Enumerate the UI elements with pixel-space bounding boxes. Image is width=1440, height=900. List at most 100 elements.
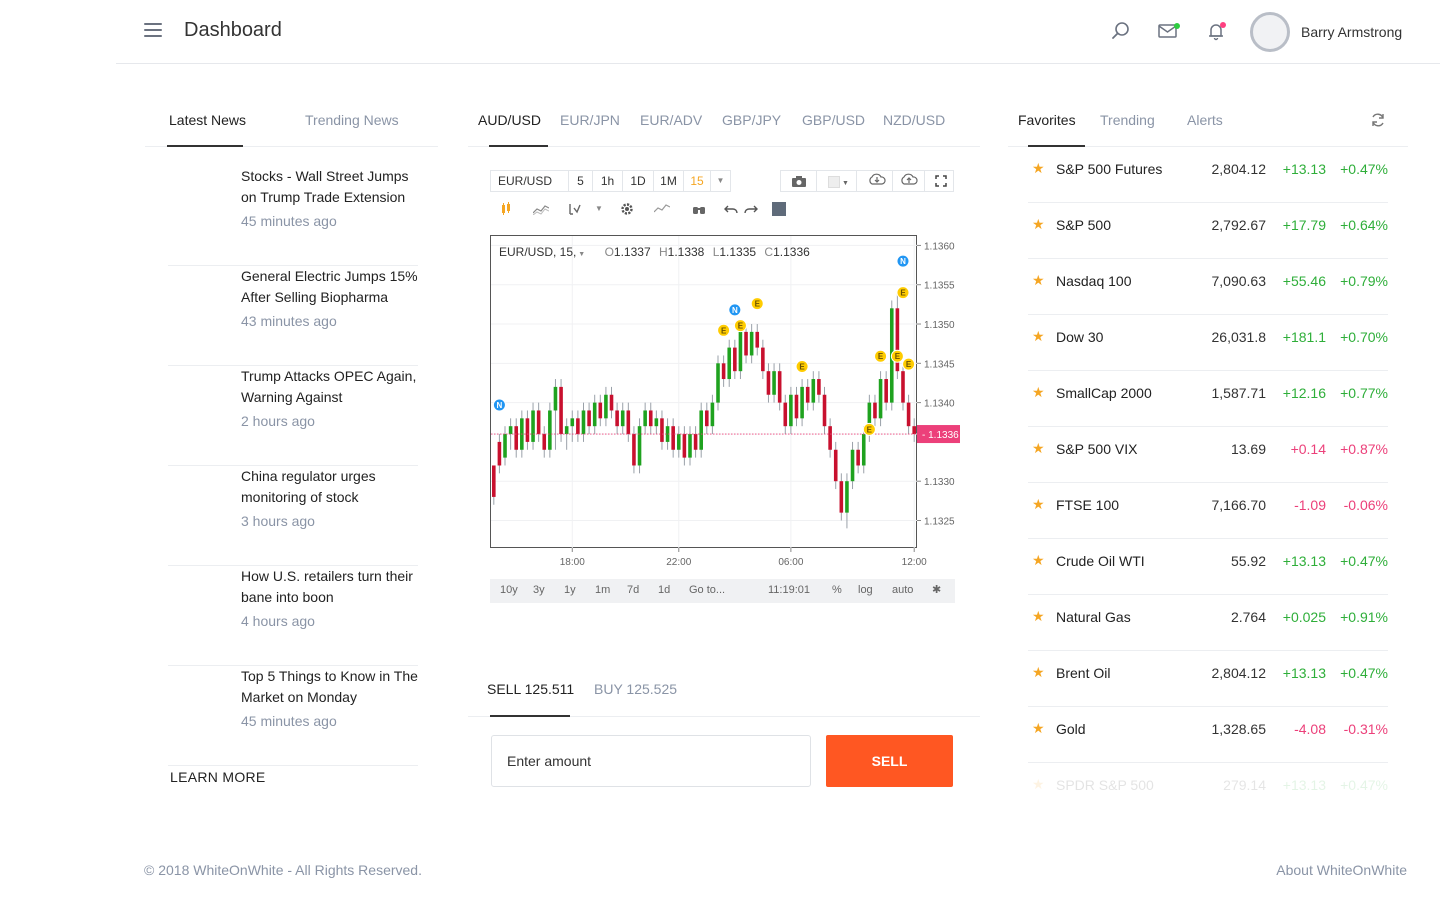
candles-style-icon[interactable] bbox=[495, 198, 517, 220]
color-picker-icon[interactable]: ▼ bbox=[821, 171, 857, 191]
star-icon[interactable]: ★ bbox=[1032, 608, 1045, 624]
star-icon[interactable]: ★ bbox=[1032, 664, 1045, 680]
news-title[interactable]: General Electric Jumps 15% After Selling… bbox=[241, 268, 418, 305]
range-1d[interactable]: 1d bbox=[658, 584, 671, 596]
interval-15[interactable]: 15 bbox=[684, 171, 711, 191]
news-item[interactable]: Top 5 Things to Know in The Market on Mo… bbox=[168, 666, 418, 766]
compare-icon[interactable] bbox=[651, 198, 673, 220]
indicators-dropdown-icon[interactable]: ▼ bbox=[595, 204, 603, 213]
tab-pair-gbp-jpy[interactable]: GBP/JPY bbox=[722, 112, 782, 128]
market-name[interactable]: Brent Oil bbox=[1056, 665, 1111, 681]
range-1y[interactable]: 1y bbox=[564, 584, 576, 596]
news-title[interactable]: Trump Attacks OPEC Again, Warning Agains… bbox=[241, 368, 417, 405]
log-toggle[interactable]: log bbox=[858, 584, 873, 596]
avatar[interactable] bbox=[1250, 12, 1290, 52]
market-name[interactable]: Dow 30 bbox=[1056, 329, 1104, 345]
star-icon[interactable]: ★ bbox=[1032, 272, 1045, 288]
market-name[interactable]: SPDR S&P 500 bbox=[1056, 777, 1154, 793]
star-icon[interactable]: ★ bbox=[1032, 496, 1045, 512]
news-item[interactable]: Trump Attacks OPEC Again, Warning Agains… bbox=[168, 366, 418, 466]
market-row[interactable]: ★ S&P 500 Futures 2,804.12 +13.13 +0.47% bbox=[1028, 147, 1388, 203]
range-3y[interactable]: 3y bbox=[533, 584, 545, 596]
market-name[interactable]: S&P 500 Futures bbox=[1056, 161, 1163, 177]
news-title[interactable]: Stocks - Wall Street Jumps on Trump Trad… bbox=[241, 168, 409, 205]
amount-input[interactable] bbox=[491, 735, 811, 787]
tab-trending[interactable]: Trending bbox=[1100, 112, 1155, 128]
interval-1d[interactable]: 1D bbox=[623, 171, 654, 191]
bell-icon[interactable] bbox=[1205, 20, 1227, 42]
star-icon[interactable]: ★ bbox=[1032, 720, 1045, 736]
auto-toggle[interactable]: auto bbox=[892, 584, 914, 596]
news-title[interactable]: How U.S. retailers turn their bane into … bbox=[241, 568, 413, 605]
price-chart[interactable]: - 1.1336 1.1360 1.1355 1.1350 1.1345 1.1340 1.… bbox=[490, 235, 960, 570]
market-name[interactable]: Natural Gas bbox=[1056, 609, 1131, 625]
star-icon[interactable]: ★ bbox=[1032, 384, 1045, 400]
tab-trending-news[interactable]: Trending News bbox=[305, 112, 399, 128]
tab-buy[interactable]: BUY 125.525 bbox=[594, 681, 678, 697]
market-row[interactable]: ★ SmallCap 2000 1,587.71 +12.16 +0.77% bbox=[1028, 371, 1388, 427]
tab-latest-news[interactable]: Latest News bbox=[169, 112, 247, 128]
square-icon[interactable] bbox=[768, 198, 790, 220]
market-row[interactable]: ★ Dow 30 26,031.8 +181.1 +0.70% bbox=[1028, 315, 1388, 371]
interval-1h[interactable]: 1h bbox=[593, 171, 623, 191]
tab-pair-eur-adv[interactable]: EUR/ADV bbox=[640, 112, 703, 128]
range-7d[interactable]: 7d bbox=[627, 584, 640, 596]
market-row[interactable]: ★ S&P 500 2,792.67 +17.79 +0.64% bbox=[1028, 203, 1388, 259]
chart-symbol[interactable]: EUR/USD bbox=[491, 171, 569, 191]
gear-icon[interactable] bbox=[616, 198, 638, 220]
cloud-upload-icon[interactable] bbox=[893, 171, 925, 191]
indicators-icon[interactable] bbox=[564, 198, 586, 220]
market-name[interactable]: SmallCap 2000 bbox=[1056, 385, 1152, 401]
redo-icon[interactable] bbox=[740, 198, 762, 220]
market-name[interactable]: Gold bbox=[1056, 721, 1086, 737]
market-row[interactable]: ★ Nasdaq 100 7,090.63 +55.46 +0.79% bbox=[1028, 259, 1388, 315]
news-item[interactable]: General Electric Jumps 15% After Selling… bbox=[168, 266, 418, 366]
legend-symbol[interactable]: EUR/USD, 15, bbox=[499, 245, 577, 259]
market-name[interactable]: Nasdaq 100 bbox=[1056, 273, 1132, 289]
star-icon[interactable]: ★ bbox=[1032, 440, 1045, 456]
market-row[interactable]: ★ SPDR S&P 500 279.14 +13.13 +0.47% bbox=[1028, 763, 1388, 819]
alert-bell-icon[interactable] bbox=[688, 198, 710, 220]
star-icon[interactable]: ★ bbox=[1032, 552, 1045, 568]
tab-pair-nzd-usd[interactable]: NZD/USD bbox=[883, 112, 946, 128]
cloud-download-icon[interactable] bbox=[861, 171, 893, 191]
user-name[interactable]: Barry Armstrong bbox=[1301, 24, 1403, 40]
refresh-icon[interactable] bbox=[1370, 112, 1388, 130]
camera-icon[interactable] bbox=[781, 171, 817, 191]
range-10y[interactable]: 10y bbox=[500, 584, 518, 596]
search-icon[interactable] bbox=[1110, 20, 1132, 42]
market-row[interactable]: ★ Brent Oil 2,804.12 +13.13 +0.47% bbox=[1028, 651, 1388, 707]
news-title[interactable]: Top 5 Things to Know in The Market on Mo… bbox=[241, 668, 418, 705]
market-row[interactable]: ★ S&P 500 VIX 13.69 +0.14 +0.87% bbox=[1028, 427, 1388, 483]
market-name[interactable]: FTSE 100 bbox=[1056, 497, 1120, 513]
percent-toggle[interactable]: % bbox=[832, 584, 842, 596]
market-row[interactable]: ★ Natural Gas 2.764 +0.025 +0.91% bbox=[1028, 595, 1388, 651]
star-icon[interactable]: ★ bbox=[1032, 160, 1045, 176]
market-row[interactable]: ★ Gold 1,328.65 -4.08 -0.31% bbox=[1028, 707, 1388, 763]
area-chart-icon[interactable] bbox=[530, 198, 552, 220]
market-row[interactable]: ★ FTSE 100 7,166.70 -1.09 -0.06% bbox=[1028, 483, 1388, 539]
menu-icon[interactable] bbox=[144, 23, 162, 39]
star-icon[interactable]: ★ bbox=[1032, 328, 1045, 344]
news-item[interactable]: How U.S. retailers turn their bane into … bbox=[168, 566, 418, 666]
market-row[interactable]: ★ Crude Oil WTI 55.92 +13.13 +0.47% bbox=[1028, 539, 1388, 595]
star-icon[interactable]: ★ bbox=[1032, 776, 1045, 792]
chart-settings-icon[interactable]: ✱ bbox=[932, 584, 942, 596]
news-title[interactable]: China regulator urges monitoring of stoc… bbox=[241, 468, 376, 505]
news-item[interactable]: Stocks - Wall Street Jumps on Trump Trad… bbox=[168, 166, 418, 266]
tab-favorites[interactable]: Favorites bbox=[1018, 112, 1076, 128]
footer-about-link[interactable]: About WhiteOnWhite bbox=[1276, 862, 1407, 878]
tab-pair-eur-jpn[interactable]: EUR/JPN bbox=[560, 112, 620, 128]
interval-5[interactable]: 5 bbox=[569, 171, 593, 191]
range-1m[interactable]: 1m bbox=[595, 584, 611, 596]
learn-more-link[interactable]: LEARN MORE bbox=[170, 769, 266, 785]
fullscreen-icon[interactable] bbox=[929, 171, 953, 191]
tab-pair-aud-usd[interactable]: AUD/USD bbox=[478, 112, 542, 128]
tab-pair-gbp-usd[interactable]: GBP/USD bbox=[802, 112, 866, 128]
star-icon[interactable]: ★ bbox=[1032, 216, 1045, 232]
sell-button[interactable]: SELL bbox=[826, 735, 953, 787]
market-name[interactable]: Crude Oil WTI bbox=[1056, 553, 1145, 569]
interval-dropdown-icon[interactable]: ▼ bbox=[716, 176, 725, 185]
market-name[interactable]: S&P 500 VIX bbox=[1056, 441, 1138, 457]
price-chart-frame[interactable] bbox=[490, 235, 917, 548]
